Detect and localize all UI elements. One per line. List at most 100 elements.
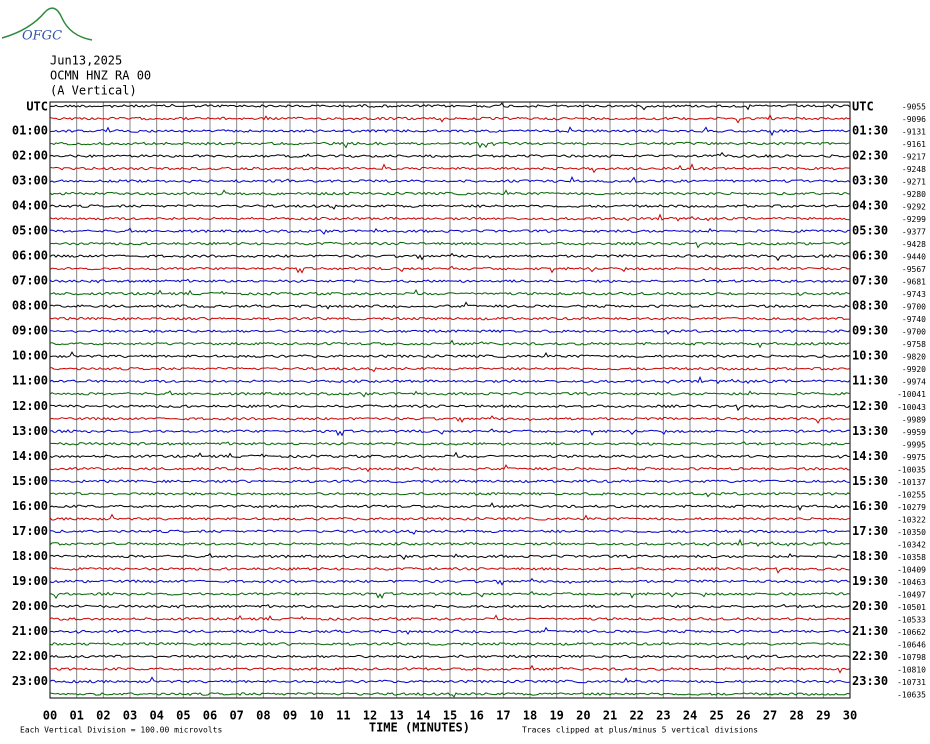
- x-tick-label: 21: [603, 709, 617, 723]
- right-time-label: 21:30: [852, 624, 888, 638]
- right-time-label: 05:30: [852, 224, 888, 238]
- logo: OFGC: [1, 7, 93, 44]
- x-tick-label: 26: [736, 709, 750, 723]
- x-tick-label: 02: [96, 709, 110, 723]
- x-tick-label: 27: [763, 709, 777, 723]
- left-time-label: 15:00: [12, 474, 48, 488]
- left-time-label: 18:00: [12, 549, 48, 563]
- trace: [49, 227, 851, 235]
- left-time-label: 01:00: [12, 124, 48, 138]
- right-time-label: 09:30: [852, 324, 888, 338]
- trace: [49, 676, 851, 684]
- right-time-label: 15:30: [852, 474, 888, 488]
- trace: [49, 614, 850, 621]
- row-offset: -9700: [902, 303, 926, 312]
- row-offset: -10798: [897, 653, 926, 662]
- trace: [49, 141, 851, 149]
- left-time-label: 08:00: [12, 299, 48, 313]
- trace: [49, 464, 851, 473]
- trace: [49, 492, 851, 498]
- row-offset: -9820: [902, 353, 926, 362]
- right-time-label: 22:30: [852, 649, 888, 663]
- x-tick-label: 30: [843, 709, 857, 723]
- row-offset: -10497: [897, 590, 926, 599]
- row-offset: -9428: [902, 240, 926, 249]
- trace: [49, 404, 851, 412]
- trace: [49, 538, 851, 547]
- left-time-label: 17:00: [12, 524, 48, 538]
- x-tick-label: 16: [469, 709, 483, 723]
- trace: [49, 654, 851, 661]
- row-offset: -9161: [902, 140, 926, 149]
- right-time-label: 08:30: [852, 299, 888, 313]
- left-time-label: 22:00: [12, 649, 48, 663]
- x-tick-label: 13: [389, 709, 403, 723]
- left-time-label: 21:00: [12, 624, 48, 638]
- trace: [49, 513, 851, 521]
- left-time-label: 14:00: [12, 449, 48, 463]
- right-time-label: 16:30: [852, 499, 888, 513]
- trace: [49, 502, 851, 512]
- scale-note: Each Vertical Division = 100.00 microvol…: [20, 726, 222, 735]
- left-time-label: 05:00: [12, 224, 48, 238]
- left-time-label: 04:00: [12, 199, 48, 213]
- x-tick-label: 05: [176, 709, 190, 723]
- trace: [49, 126, 851, 137]
- trace: [49, 301, 851, 310]
- row-offset: -10731: [897, 678, 926, 687]
- right-time-label: 10:30: [852, 349, 888, 363]
- trace: [49, 151, 851, 158]
- row-offset: -9758: [902, 340, 926, 349]
- row-offset: -9743: [902, 290, 926, 299]
- right-time-label: 17:30: [852, 524, 888, 538]
- row-offset: -10463: [897, 578, 926, 587]
- row-offset: -10350: [897, 528, 926, 537]
- left-time-label: 07:00: [12, 274, 48, 288]
- row-offset: -9975: [902, 453, 926, 462]
- trace: [49, 163, 851, 174]
- x-tick-label: 08: [256, 709, 270, 723]
- x-tick-label: 23: [656, 709, 670, 723]
- right-time-label: 02:30: [852, 149, 888, 163]
- trace: [49, 692, 851, 698]
- right-time-label: 11:30: [852, 374, 888, 388]
- right-time-label: 07:30: [852, 274, 888, 288]
- row-offset: -10255: [897, 490, 926, 499]
- x-tick-label: 25: [709, 709, 723, 723]
- x-tick-label: 19: [549, 709, 563, 723]
- trace: [49, 428, 851, 437]
- row-offset: -10501: [897, 603, 926, 612]
- trace: [49, 339, 851, 349]
- x-tick-label: 03: [123, 709, 137, 723]
- left-time-label: 11:00: [12, 374, 48, 388]
- logo-curve: [1, 7, 93, 41]
- trace: [49, 415, 851, 424]
- left-time-label: 23:00: [12, 674, 48, 688]
- row-offset: -9974: [902, 378, 926, 387]
- row-offset: -9131: [902, 128, 926, 137]
- trace: [49, 189, 851, 196]
- row-offset: -10635: [897, 691, 926, 700]
- trace: [49, 366, 851, 373]
- trace: [49, 204, 851, 210]
- left-time-label: 03:00: [12, 174, 48, 188]
- row-offset: -10358: [897, 553, 926, 562]
- trace: [49, 289, 851, 297]
- row-offset: -10043: [897, 403, 926, 412]
- x-axis-label: TIME (MINUTES): [369, 721, 470, 735]
- trace: [49, 175, 851, 183]
- x-tick-label: 14: [416, 709, 430, 723]
- left-time-label: 13:00: [12, 424, 48, 438]
- trace: [49, 664, 851, 674]
- trace: [49, 479, 851, 484]
- right-time-label: 20:30: [852, 599, 888, 613]
- trace: [50, 329, 851, 335]
- row-offset: -10041: [897, 390, 926, 399]
- x-tick-label: 20: [576, 709, 590, 723]
- x-tick-label: 09: [283, 709, 297, 723]
- x-tick-label: 06: [203, 709, 217, 723]
- row-offset: -10810: [897, 665, 926, 674]
- row-offset: -9995: [902, 440, 926, 449]
- x-tick-label: 01: [69, 709, 83, 723]
